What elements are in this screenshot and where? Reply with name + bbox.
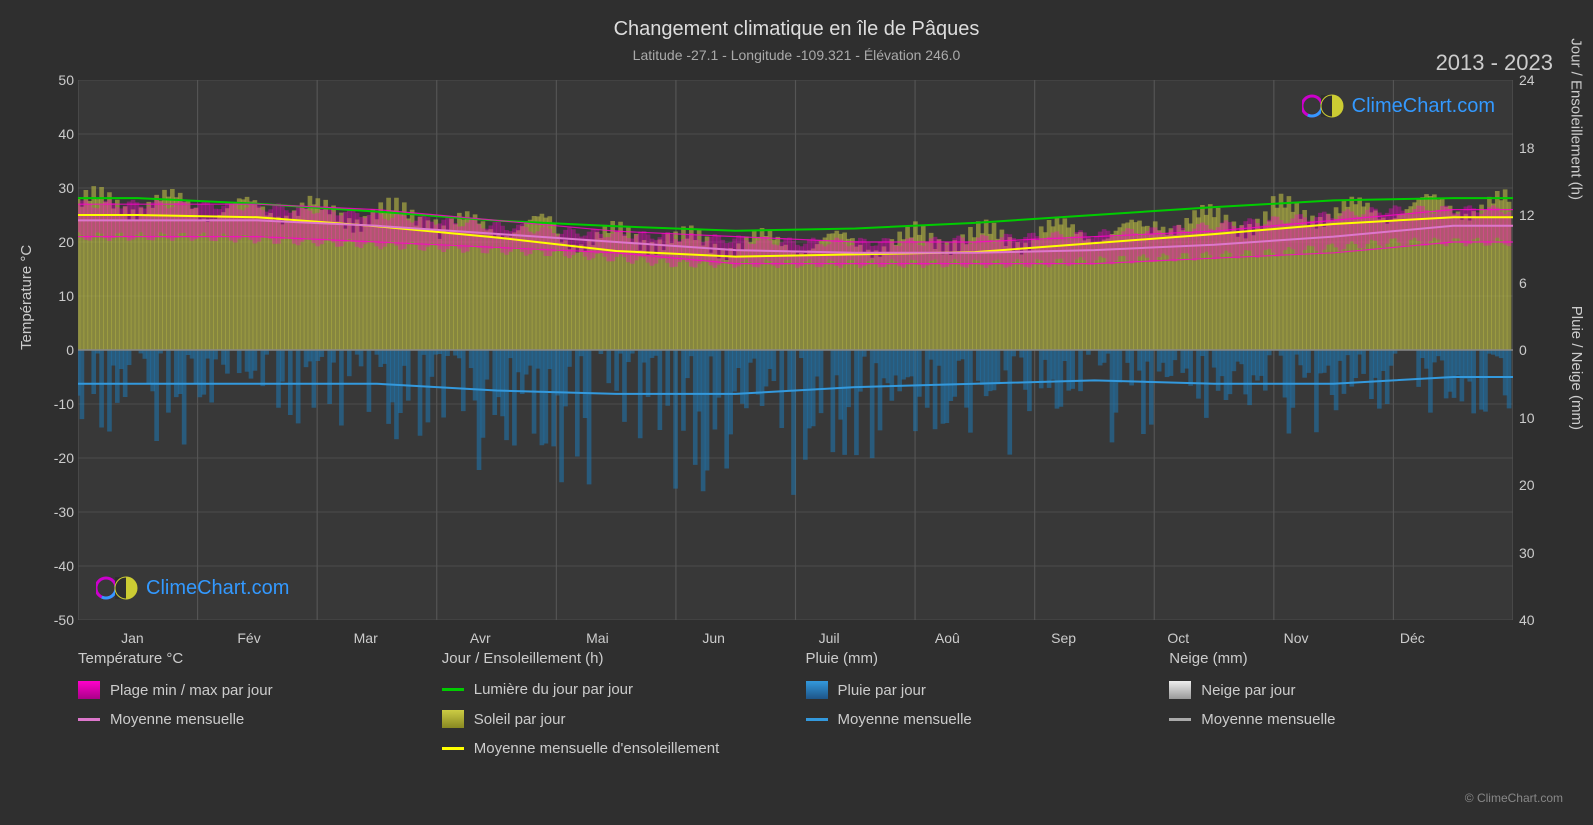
swatch-snow bbox=[1169, 681, 1191, 699]
tick-temp: 40 bbox=[44, 126, 74, 142]
month-label: Déc bbox=[1400, 630, 1425, 646]
legend-item-snow: Neige par jour bbox=[1169, 681, 1513, 699]
copyright: © ClimeChart.com bbox=[1465, 791, 1563, 805]
legend-label: Moyenne mensuelle d'ensoleillement bbox=[474, 740, 720, 757]
month-label: Avr bbox=[470, 630, 491, 646]
tick-hours: 0 bbox=[1519, 342, 1549, 358]
climate-chart: Changement climatique en île de Pâques L… bbox=[0, 0, 1593, 825]
legend-header-rain: Pluie (mm) bbox=[806, 650, 1150, 667]
chart-subtitle: Latitude -27.1 - Longitude -109.321 - Él… bbox=[20, 47, 1573, 63]
tick-hours: 12 bbox=[1519, 207, 1549, 223]
legend-label: Moyenne mensuelle bbox=[110, 711, 244, 728]
logo-icon bbox=[96, 574, 138, 602]
legend-label: Neige par jour bbox=[1201, 682, 1295, 699]
legend-label: Plage min / max par jour bbox=[110, 682, 273, 699]
month-label: Nov bbox=[1284, 630, 1309, 646]
month-label: Juil bbox=[819, 630, 840, 646]
tick-temp: -10 bbox=[44, 396, 74, 412]
plot-svg bbox=[78, 80, 1513, 620]
swatch-snow-avg bbox=[1169, 718, 1191, 721]
legend-item-temp-avg: Moyenne mensuelle bbox=[78, 711, 422, 728]
y-axis-label-temperature: Température °C bbox=[18, 245, 35, 350]
tick-hours: 18 bbox=[1519, 140, 1549, 156]
legend-header-snow: Neige (mm) bbox=[1169, 650, 1513, 667]
swatch-sun bbox=[442, 710, 464, 728]
plot-area: ClimeChart.com ClimeChart.com bbox=[78, 80, 1513, 620]
tick-hours: 24 bbox=[1519, 72, 1549, 88]
legend: Température °C Plage min / max par jour … bbox=[78, 650, 1513, 769]
logo-text: ClimeChart.com bbox=[1352, 95, 1495, 118]
legend-snow: Neige (mm) Neige par jour Moyenne mensue… bbox=[1169, 650, 1513, 769]
legend-item-sun: Soleil par jour bbox=[442, 710, 786, 728]
swatch-temp-range bbox=[78, 681, 100, 699]
month-label: Mai bbox=[586, 630, 609, 646]
swatch-rain bbox=[806, 681, 828, 699]
legend-item-snow-avg: Moyenne mensuelle bbox=[1169, 711, 1513, 728]
tick-temp: -50 bbox=[44, 612, 74, 628]
legend-temperature: Température °C Plage min / max par jour … bbox=[78, 650, 422, 769]
legend-item-rain: Pluie par jour bbox=[806, 681, 1150, 699]
swatch-sun-avg bbox=[442, 747, 464, 750]
chart-title: Changement climatique en île de Pâques bbox=[20, 18, 1573, 41]
legend-item-rain-avg: Moyenne mensuelle bbox=[806, 711, 1150, 728]
logo-watermark-bottom: ClimeChart.com bbox=[96, 574, 289, 602]
legend-daylight: Jour / Ensoleillement (h) Lumière du jou… bbox=[442, 650, 786, 769]
legend-header-temp: Température °C bbox=[78, 650, 422, 667]
logo-icon bbox=[1302, 92, 1344, 120]
logo-text: ClimeChart.com bbox=[146, 577, 289, 600]
legend-label: Moyenne mensuelle bbox=[838, 711, 972, 728]
y-axis-label-precipitation: Pluie / Neige (mm) bbox=[1568, 306, 1585, 430]
legend-item-daylight: Lumière du jour par jour bbox=[442, 681, 786, 698]
legend-item-sun-avg: Moyenne mensuelle d'ensoleillement bbox=[442, 740, 786, 757]
tick-mm: 40 bbox=[1519, 612, 1549, 628]
month-label: Sep bbox=[1051, 630, 1076, 646]
legend-item-temp-range: Plage min / max par jour bbox=[78, 681, 422, 699]
swatch-temp-avg bbox=[78, 718, 100, 721]
legend-label: Soleil par jour bbox=[474, 711, 566, 728]
legend-label: Moyenne mensuelle bbox=[1201, 711, 1335, 728]
tick-mm: 30 bbox=[1519, 545, 1549, 561]
month-label: Fév bbox=[237, 630, 260, 646]
tick-temp: 0 bbox=[44, 342, 74, 358]
legend-header-daylight: Jour / Ensoleillement (h) bbox=[442, 650, 786, 667]
legend-label: Lumière du jour par jour bbox=[474, 681, 633, 698]
tick-temp: 30 bbox=[44, 180, 74, 196]
tick-mm: 20 bbox=[1519, 477, 1549, 493]
swatch-rain-avg bbox=[806, 718, 828, 721]
swatch-daylight bbox=[442, 688, 464, 691]
y-axis-label-daylight: Jour / Ensoleillement (h) bbox=[1568, 38, 1585, 200]
tick-temp: -40 bbox=[44, 558, 74, 574]
tick-temp: -20 bbox=[44, 450, 74, 466]
legend-rain: Pluie (mm) Pluie par jour Moyenne mensue… bbox=[806, 650, 1150, 769]
month-label: Jun bbox=[702, 630, 725, 646]
tick-mm: 10 bbox=[1519, 410, 1549, 426]
logo-watermark-top: ClimeChart.com bbox=[1302, 92, 1495, 120]
month-label: Jan bbox=[121, 630, 144, 646]
month-label: Oct bbox=[1167, 630, 1189, 646]
month-label: Aoû bbox=[935, 630, 960, 646]
tick-temp: 20 bbox=[44, 234, 74, 250]
tick-temp: 50 bbox=[44, 72, 74, 88]
month-label: Mar bbox=[354, 630, 378, 646]
tick-hours: 6 bbox=[1519, 275, 1549, 291]
tick-temp: -30 bbox=[44, 504, 74, 520]
legend-label: Pluie par jour bbox=[838, 682, 926, 699]
tick-temp: 10 bbox=[44, 288, 74, 304]
